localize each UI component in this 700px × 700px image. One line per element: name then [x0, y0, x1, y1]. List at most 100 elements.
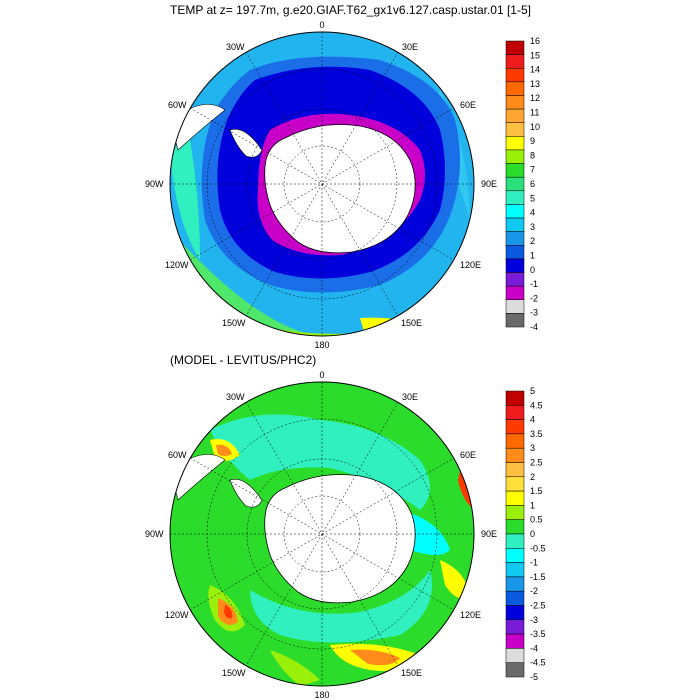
- colorbar-label: 8: [530, 150, 535, 160]
- colorbar-swatch: [505, 190, 525, 205]
- colorbar-swatch: [505, 163, 525, 178]
- colorbar-swatch: [505, 633, 525, 649]
- colorbar-swatch: [505, 136, 525, 151]
- colorbar-label: 4: [530, 208, 535, 218]
- top-map-svg: 0 30E 60E 90E 120E 150E 180 150W 120W 90…: [145, 20, 540, 350]
- bottom-colorbar: 5 4.5 4 3.5 3 2.5 2 1.5 1 0.5 0 -0.5 -1 -1.5 -2 -2.5 -3 -…: [505, 386, 546, 682]
- colorbar-swatch: [505, 54, 525, 69]
- colorbar-swatch: [505, 67, 525, 83]
- top-panel: 0 30E 60E 90E 120E 150E 180 150W 120W 90…: [145, 20, 540, 350]
- colorbar-label: 3.5: [530, 429, 543, 439]
- colorbar-swatch: [505, 476, 525, 492]
- colorbar-swatch: [505, 533, 525, 549]
- colorbar-swatch: [505, 662, 525, 678]
- bottom-map-border: [169, 381, 475, 687]
- colorbar-swatch: [505, 390, 525, 406]
- colorbar-label: 11: [530, 108, 539, 118]
- lon-label-120w: 120W: [165, 260, 189, 270]
- lon-label-90w: 90W: [145, 179, 164, 189]
- colorbar-label: 12: [530, 93, 540, 103]
- colorbar-label: 6: [530, 179, 535, 189]
- colorbar-swatch: [505, 231, 525, 246]
- colorbar-label: -2.5: [530, 601, 546, 611]
- lon-label-150e: 150E: [401, 668, 422, 678]
- colorbar-swatch: [505, 505, 525, 520]
- bottom-map-svg: 0 30E 60E 90E 120E 150E 180 150W 120W 90…: [145, 370, 546, 700]
- colorbar-label: 0.5: [530, 515, 543, 525]
- colorbar-swatch: [505, 272, 525, 287]
- lon-label-120e: 120E: [460, 260, 481, 270]
- colorbar-swatch: [505, 562, 525, 578]
- colorbar-label: 0: [530, 265, 535, 275]
- colorbar-swatch: [505, 605, 525, 621]
- colorbar-swatch: [505, 217, 525, 232]
- colorbar-swatch: [505, 576, 525, 592]
- colorbar-swatch: [505, 519, 525, 535]
- colorbar-label: -4.5: [530, 658, 546, 668]
- colorbar-swatch: [505, 245, 525, 260]
- colorbar-label: 15: [530, 50, 540, 60]
- lon-label-90e: 90E: [481, 529, 497, 539]
- colorbar-label: 0: [530, 529, 535, 539]
- lon-label-30w: 30W: [226, 42, 245, 52]
- colorbar-swatch: [505, 619, 525, 635]
- lon-label-180: 180: [314, 340, 329, 350]
- colorbar-swatch: [505, 313, 525, 328]
- colorbar-swatch: [505, 285, 525, 301]
- colorbar-label: -2: [530, 293, 538, 303]
- colorbar-label: -4: [530, 322, 538, 332]
- colorbar-swatch: [505, 299, 525, 314]
- lon-label-90w: 90W: [145, 529, 164, 539]
- lon-label-60e: 60E: [460, 100, 476, 110]
- colorbar-label: 14: [530, 65, 540, 75]
- lon-label-0: 0: [319, 20, 324, 30]
- lon-label-150e: 150E: [401, 318, 422, 328]
- lon-label-120w: 120W: [165, 610, 189, 620]
- top-map-border: [169, 31, 475, 337]
- lon-label-150w: 150W: [222, 318, 246, 328]
- colorbar-swatch: [505, 447, 525, 463]
- colorbar-swatch: [505, 548, 525, 563]
- colorbar-label: 4.5: [530, 400, 543, 410]
- lon-label-90e: 90E: [481, 179, 497, 189]
- colorbar-label: 13: [530, 79, 540, 89]
- top-map-fields: [170, 32, 474, 336]
- colorbar-label: 3: [530, 222, 535, 232]
- colorbar-label: 10: [530, 122, 540, 132]
- colorbar-swatch: [505, 258, 525, 273]
- colorbar-label: -1.5: [530, 572, 546, 582]
- lon-label-120e: 120E: [460, 610, 481, 620]
- bottom-panel: 0 30E 60E 90E 120E 150E 180 150W 120W 90…: [0, 350, 700, 700]
- colorbar-label: 2: [530, 236, 535, 246]
- colorbar-label: -5: [530, 672, 538, 682]
- colorbar-label: -4: [530, 643, 538, 653]
- lon-label-60e: 60E: [460, 450, 476, 460]
- lon-label-30w: 30W: [226, 392, 245, 402]
- lon-label-30e: 30E: [402, 392, 418, 402]
- colorbar-swatch: [505, 176, 525, 192]
- colorbar-swatch: [505, 204, 525, 219]
- colorbar-label: 9: [530, 136, 535, 146]
- colorbar-label: 7: [530, 165, 535, 175]
- colorbar-swatch: [505, 149, 525, 164]
- colorbar-label: 5: [530, 386, 535, 396]
- colorbar-label: 3: [530, 443, 535, 453]
- lon-label-60w: 60W: [168, 100, 187, 110]
- colorbar-swatch: [505, 648, 525, 663]
- lon-label-60w: 60W: [168, 450, 187, 460]
- colorbar-swatch: [505, 433, 525, 449]
- colorbar-label: 1: [530, 251, 535, 261]
- colorbar-swatch: [505, 95, 525, 110]
- colorbar-swatch: [505, 419, 525, 435]
- colorbar-label: 4: [530, 415, 535, 425]
- colorbar-label: -3: [530, 308, 538, 318]
- lon-label-30e: 30E: [402, 42, 418, 52]
- colorbar-label: -3: [530, 615, 538, 625]
- colorbar-swatch: [505, 462, 525, 478]
- colorbar-label: 1.5: [530, 486, 543, 496]
- colorbar-swatch: [505, 490, 525, 506]
- colorbar-swatch: [505, 40, 525, 55]
- colorbar-swatch: [505, 122, 525, 137]
- colorbar-label: 2: [530, 472, 535, 482]
